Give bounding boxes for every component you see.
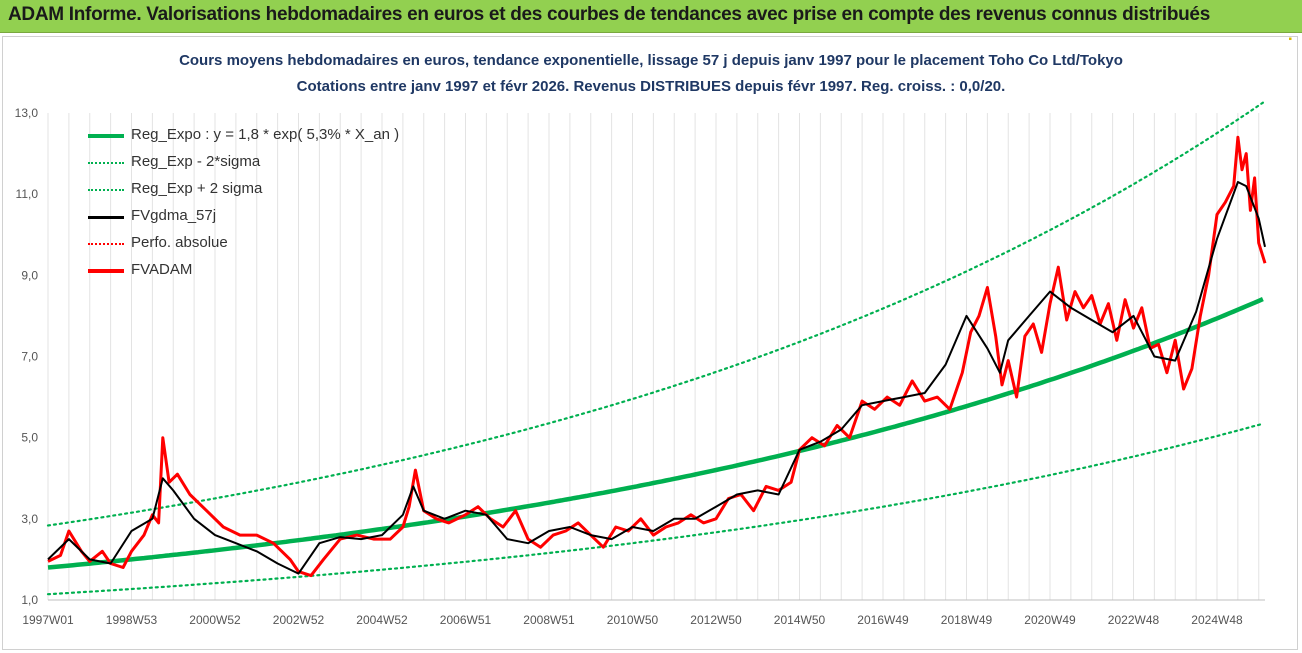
- legend-swatch: [88, 243, 124, 245]
- series-fvadam: [47, 135, 1267, 578]
- y-tick-label: 7,0: [21, 350, 38, 364]
- corner-mark: ▪: [1288, 34, 1292, 45]
- legend-label: FVADAM: [131, 261, 193, 278]
- chart-frame: [2, 36, 1298, 650]
- series-reg-exp-2-sigma: [46, 101, 1264, 527]
- x-tick-label: 2022W48: [1108, 613, 1160, 627]
- y-tick-label: 3,0: [21, 512, 38, 526]
- y-tick-label: 11,0: [16, 187, 39, 201]
- legend-swatch: [88, 189, 124, 191]
- x-tick-label: 2004W52: [356, 613, 408, 627]
- legend-swatch: [88, 134, 124, 138]
- chart-title: Cours moyens hebdomadaires en euros, ten…: [179, 52, 1123, 69]
- x-tick-label: 2006W51: [440, 613, 492, 627]
- x-tick-label: 2000W52: [189, 613, 241, 627]
- x-tick-label: 2010W50: [607, 613, 659, 627]
- y-tick-label: 1,0: [21, 593, 38, 607]
- report-banner: ADAM Informe. Valorisations hebdomadaire…: [0, 0, 1302, 33]
- series-reg-expo-y-1-8-exp-5-3-x-an: [47, 297, 1264, 570]
- report-title: ADAM Informe. Valorisations hebdomadaire…: [8, 4, 1210, 25]
- x-tick-label: 1997W01: [22, 613, 74, 627]
- x-tick-label: 2020W49: [1024, 613, 1076, 627]
- legend-label: Reg_Exp + 2 sigma: [131, 180, 263, 197]
- legend-swatch: [88, 215, 124, 219]
- x-tick-label: 2008W51: [523, 613, 575, 627]
- x-tick-label: 2012W50: [690, 613, 742, 627]
- legend-label: Reg_Expo : y = 1,8 * exp( 5,3% * X_an ): [131, 126, 400, 143]
- legend-label: FVgdma_57j: [131, 207, 217, 224]
- x-tick-label: 2016W49: [857, 613, 909, 627]
- x-tick-label: 2024W48: [1191, 613, 1243, 627]
- chart-subtitle: Cotations entre janv 1997 et févr 2026. …: [296, 78, 1006, 95]
- series-reg-exp-2-sigma: [46, 422, 1264, 596]
- legend-swatch: [88, 162, 124, 164]
- y-tick-label: 9,0: [21, 268, 38, 282]
- y-tick-label: 13,0: [15, 106, 39, 120]
- x-tick-label: 2018W49: [941, 613, 993, 627]
- series-fvgdma-57j: [47, 181, 1266, 575]
- legend-label: Perfo. absolue: [131, 234, 228, 251]
- legend-swatch: [88, 269, 124, 273]
- legend-label: Reg_Exp - 2*sigma: [131, 153, 261, 170]
- x-tick-label: 2014W50: [774, 613, 826, 627]
- x-tick-label: 1998W53: [106, 613, 158, 627]
- y-tick-label: 5,0: [21, 431, 38, 445]
- x-tick-label: 2002W52: [273, 613, 325, 627]
